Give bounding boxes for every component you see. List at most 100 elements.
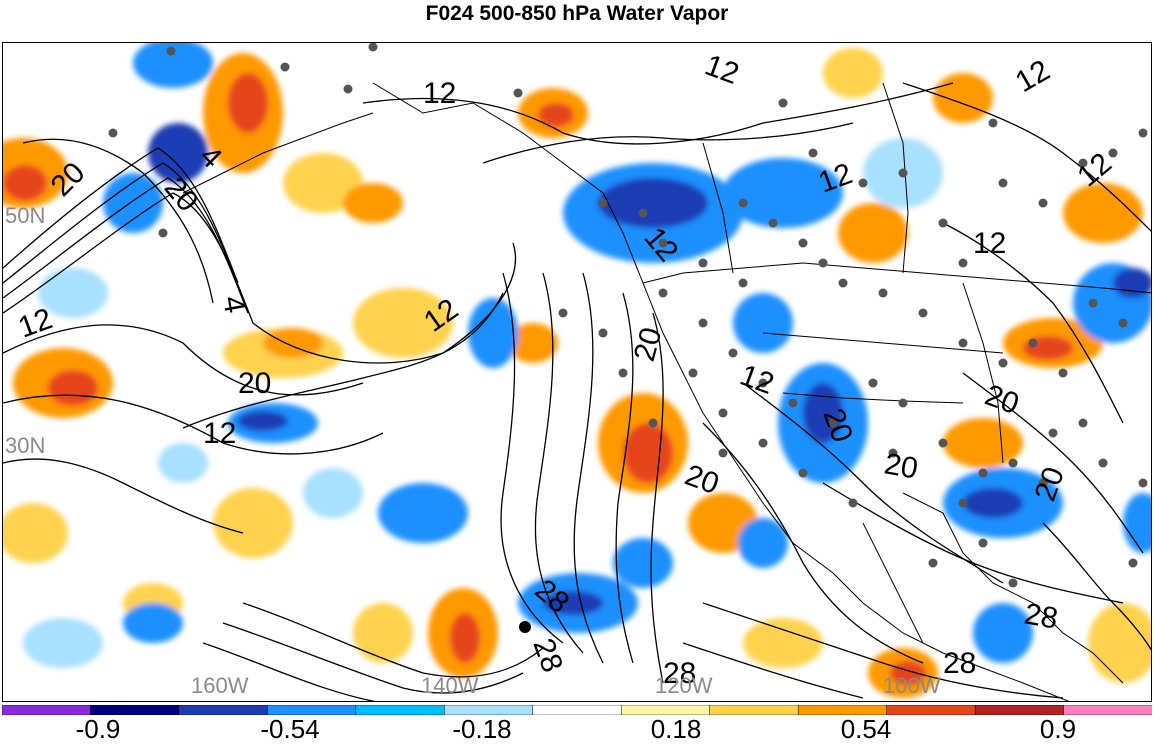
colorbar-segment [886, 705, 976, 715]
colorbar [2, 705, 1152, 715]
station-dot [513, 88, 523, 98]
lat-label-30n: 30N [5, 433, 46, 458]
station-dot [918, 308, 928, 318]
contour-label: 20 [238, 367, 271, 400]
anomaly-field [3, 43, 1151, 698]
station-dot [808, 148, 818, 158]
contour-label: 28 [526, 634, 568, 677]
colorbar-segment [709, 705, 799, 715]
station-dot [343, 84, 353, 94]
lon-label-100w: 100W [883, 673, 941, 698]
station-dot [280, 62, 290, 72]
lat-label-50n: 50N [5, 203, 46, 228]
contour-label: 28 [943, 647, 976, 680]
station-dot [1048, 428, 1058, 438]
station-dot [1058, 368, 1068, 378]
station-dot [958, 258, 968, 268]
station-dot [978, 468, 988, 478]
station-dot [1038, 198, 1048, 208]
station-dot [698, 258, 708, 268]
contour-label: 12 [736, 359, 779, 401]
station-dot [618, 368, 628, 378]
water-vapor-map: 12 12 12 12 12 12 12 12 12 12 12 4 4 20 20 20 20 20 20 20 20… [2, 42, 1152, 702]
colorbar-label-neg-0.54: -0.54 [260, 714, 320, 744]
station-dot [848, 498, 858, 508]
station-dot [998, 178, 1008, 188]
station-dot [778, 98, 788, 108]
station-dot [1078, 418, 1088, 428]
station-dot [838, 278, 848, 288]
station-dot [1008, 578, 1018, 588]
colorbar-segment [532, 705, 622, 715]
contour-label: 12 [203, 417, 236, 450]
station-dot [108, 128, 118, 138]
station-dot [798, 468, 808, 478]
station-dot [688, 368, 698, 378]
contour-lines [3, 82, 1151, 701]
colorbar-label-0.54: 0.54 [840, 714, 892, 744]
station-dot [1138, 478, 1148, 488]
station-dot [638, 208, 648, 218]
station-dot [698, 318, 708, 328]
station-dot [598, 198, 608, 208]
colorbar-label-0.18: 0.18 [650, 714, 702, 744]
colorbar-strip [2, 705, 1152, 715]
station-dot [998, 358, 1008, 368]
station-dot [658, 288, 668, 298]
station-dot [718, 448, 728, 458]
contour-label: 28 [663, 657, 696, 690]
station-dot [978, 538, 988, 548]
map-title: F024 500-850 hPa Water Vapor [425, 2, 729, 25]
station-dot [1038, 478, 1048, 488]
colorbar-label-neg-0.18: -0.18 [452, 714, 512, 744]
contour-label: 12 [701, 49, 744, 91]
station-dot [758, 438, 768, 448]
station-dot [758, 378, 768, 388]
storm-marker-dot [519, 621, 531, 633]
contour-label: 28 [1022, 597, 1061, 635]
station-dot [368, 43, 378, 52]
station-dot [958, 338, 968, 348]
station-dot [738, 198, 748, 208]
station-dot [558, 308, 568, 318]
contour-label: 12 [973, 227, 1006, 260]
station-dots [108, 43, 1148, 588]
station-dot [868, 378, 878, 388]
lon-label-140w: 140W [421, 673, 479, 698]
station-dot [728, 348, 738, 358]
station-dot [888, 448, 898, 458]
contour-label: 4 [216, 293, 251, 315]
station-dot [858, 178, 868, 188]
lon-label-120w: 120W [655, 673, 713, 698]
station-dot [878, 288, 888, 298]
station-dot [1128, 558, 1138, 568]
station-dot [1008, 458, 1018, 468]
station-dot [818, 258, 828, 268]
colorbar-segment [178, 705, 269, 715]
station-dot [598, 328, 608, 338]
station-dot [166, 46, 176, 56]
station-dot [898, 398, 908, 408]
station-dot [788, 398, 798, 408]
station-dot [798, 238, 808, 248]
station-dot [738, 278, 748, 288]
colorbar-segment [355, 705, 446, 715]
station-dot [1138, 128, 1148, 138]
contour-label: 12 [1010, 54, 1055, 99]
colorbar-segment [1063, 705, 1152, 715]
station-dot [768, 218, 778, 228]
station-dot [648, 418, 658, 428]
coastlines [182, 82, 1151, 701]
contour-label: 20 [882, 447, 921, 485]
station-dot [828, 418, 838, 428]
station-dot [958, 498, 968, 508]
station-dot [718, 408, 728, 418]
colorbar-label-0.9: 0.9 [1039, 714, 1077, 744]
station-dot [1098, 458, 1108, 468]
station-dot [1028, 338, 1038, 348]
station-dot [1088, 298, 1098, 308]
station-dot [898, 168, 908, 178]
contour-label: 12 [423, 77, 456, 110]
station-dot [658, 238, 668, 248]
